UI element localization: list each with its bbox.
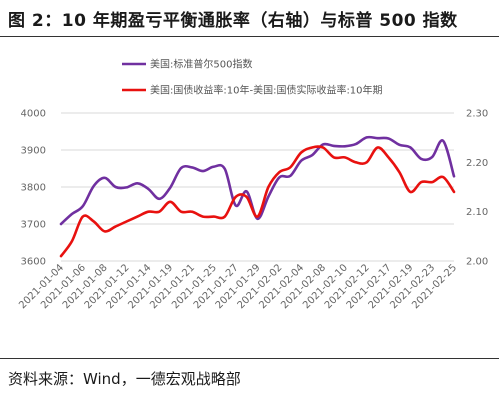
y-left-tick-label: 4000 [21,109,46,120]
spx-series-line [59,135,456,226]
y-left-tick-label: 3900 [21,146,46,157]
y-right-tick-label: 2.00 [466,257,488,268]
footer-divider [0,358,499,359]
y-left-tick-label: 3600 [21,257,46,268]
source-note: 资料来源：Wind，一德宏观战略部 [8,370,241,388]
y-right-tick-label: 2.30 [466,109,488,120]
chart: 3600 3700 3800 3900 4000 2.00 2.10 2.20 2.30 20… [17,58,488,312]
series-lines [59,135,456,258]
x-axis-ticks: 2021-01-042021-01-062021-01-082021-01-12… [17,262,459,311]
left-axis-ticks: 3600 3700 3800 3900 4000 [21,109,46,268]
right-axis-ticks: 2.00 2.10 2.20 2.30 [466,109,488,268]
legend-label: 美国:国债收益率:10年-美国:国债实际收益率:10年期 [150,84,383,97]
chart-title: 图 2：10 年期盈亏平衡通胀率（右轴）与标普 500 指数 [8,11,458,31]
legend-label: 美国:标准普尔500指数 [150,58,252,71]
y-left-tick-label: 3800 [21,183,46,194]
y-left-tick-label: 3700 [21,220,46,231]
y-right-tick-label: 2.20 [466,158,488,169]
y-right-tick-label: 2.10 [466,207,488,218]
title-divider [0,36,499,37]
breakeven-series-line [59,145,456,258]
